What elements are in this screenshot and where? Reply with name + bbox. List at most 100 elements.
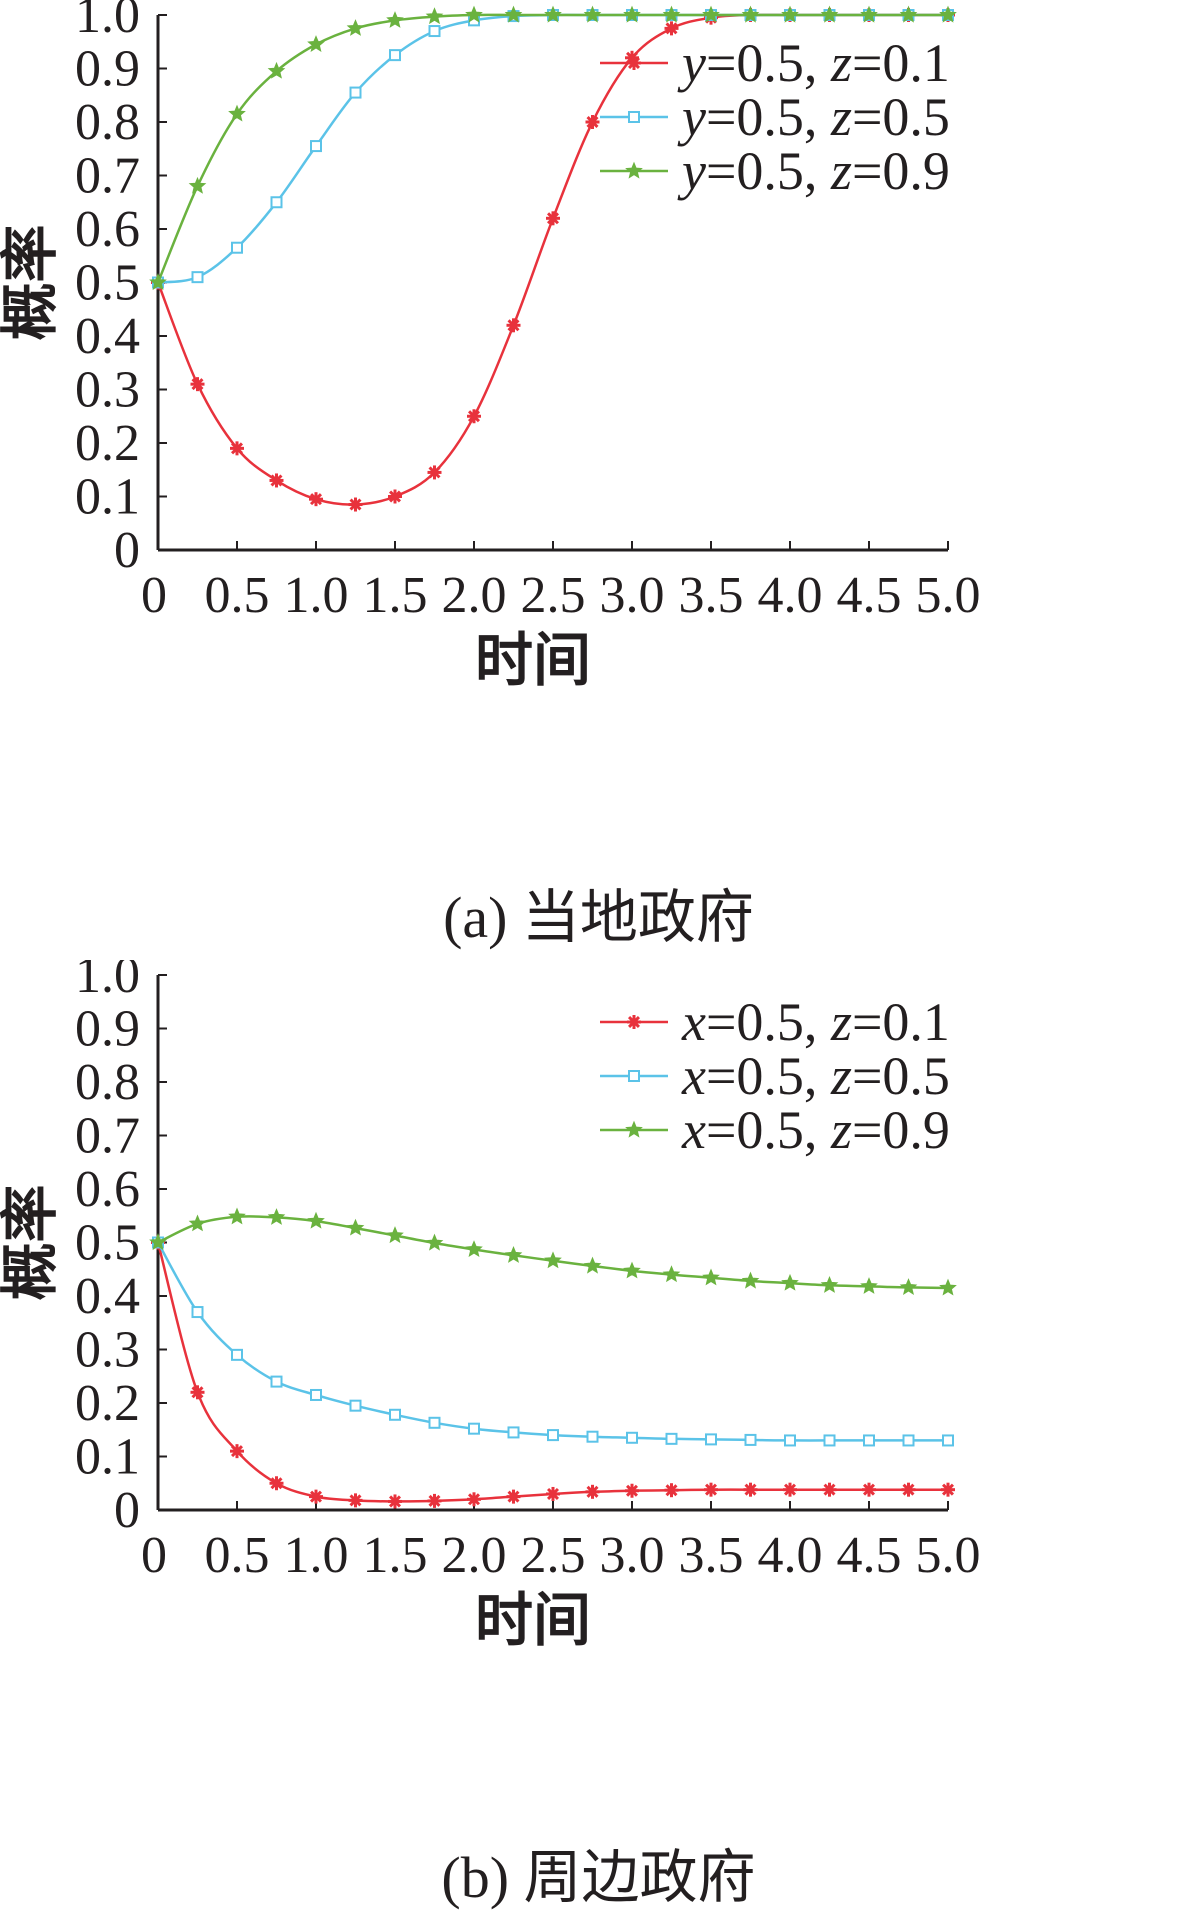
- data-point: [863, 1434, 875, 1447]
- data-point: [348, 497, 363, 512]
- data-point: [269, 1476, 284, 1491]
- data-point: [307, 35, 325, 52]
- y-tick-label: 0.9: [75, 41, 140, 98]
- data-point: [230, 1444, 244, 1459]
- x-tick-label: 4.0: [758, 1527, 823, 1584]
- legend-item-0: y=0.5, z=0.1: [600, 33, 950, 93]
- data-point: [425, 7, 444, 25]
- data-point: [546, 1486, 560, 1501]
- y-tick-label: 0.8: [75, 94, 140, 151]
- y-tick-label: 0.1: [75, 469, 140, 526]
- x-tick-label: 3.0: [600, 1527, 665, 1584]
- data-point: [504, 1245, 523, 1263]
- data-point: [901, 1482, 916, 1497]
- data-point: [190, 1385, 205, 1400]
- series-2: [149, 1207, 957, 1296]
- data-point: [230, 441, 244, 456]
- data-point: [310, 140, 322, 153]
- data-point: [270, 1375, 283, 1388]
- data-point: [191, 1306, 204, 1319]
- y-tick-label: 0.6: [75, 201, 140, 258]
- x-tick-label: 0: [141, 567, 167, 624]
- data-point: [741, 1271, 760, 1289]
- data-point: [269, 473, 284, 488]
- y-tick-label: 0.3: [75, 1322, 140, 1379]
- legend-label: y=0.5, z=0.1: [677, 33, 950, 93]
- legend-swatch-marker: [627, 56, 641, 70]
- y-tick-label: 0.3: [75, 362, 140, 419]
- data-point: [309, 1489, 323, 1504]
- data-point: [188, 1214, 207, 1232]
- data-point: [546, 211, 560, 226]
- data-point: [783, 1482, 797, 1497]
- y-tick-label: 0.5: [75, 255, 140, 312]
- data-point: [623, 5, 641, 23]
- data-point: [465, 1240, 483, 1257]
- data-point: [544, 1251, 562, 1269]
- x-tick-label: 2.5: [521, 567, 586, 624]
- legend-label: x=0.5, z=0.5: [681, 1046, 950, 1106]
- x-tick-label: 3.0: [600, 567, 665, 624]
- y-tick-label: 0.7: [75, 148, 140, 205]
- series-2: [149, 5, 957, 291]
- x-tick-label: 1.0: [284, 567, 349, 624]
- y-tick-label: 0.4: [75, 308, 140, 365]
- data-point: [228, 1207, 246, 1225]
- legend-label: y=0.5, z=0.9: [677, 141, 950, 201]
- data-point: [623, 1261, 641, 1279]
- data-point: [662, 1265, 681, 1283]
- data-point: [427, 1493, 442, 1508]
- data-point: [664, 1483, 679, 1498]
- data-point: [428, 1416, 441, 1429]
- data-point: [586, 1430, 599, 1443]
- chart-a-caption: (a) 当地政府: [443, 885, 754, 950]
- chart-a-svg: 00.10.20.30.40.50.60.70.80.91.00 0.5 1.0 1.…: [0, 0, 981, 693]
- legend-item-1: y=0.5, z=0.5: [600, 87, 950, 147]
- y-tick-label: 0: [114, 522, 140, 579]
- data-point: [741, 5, 760, 23]
- data-point: [784, 1434, 796, 1447]
- legend-label: x=0.5, z=0.9: [681, 1100, 950, 1160]
- data-point: [705, 1433, 717, 1446]
- data-point: [899, 5, 918, 23]
- data-point: [781, 1273, 799, 1291]
- data-point: [939, 5, 957, 23]
- y-tick-label: 1.0: [75, 960, 140, 1004]
- data-point: [389, 49, 401, 62]
- legend-label: x=0.5, z=0.1: [681, 992, 950, 1052]
- data-point: [625, 1483, 639, 1498]
- x-axis-title: 时间: [475, 1588, 591, 1653]
- x-tick-label: 1.5: [363, 567, 428, 624]
- legend-swatch-marker: [625, 1120, 643, 1138]
- y-tick-label: 0.2: [75, 1375, 140, 1432]
- data-point: [662, 5, 681, 23]
- data-point: [349, 86, 362, 99]
- data-point: [583, 5, 602, 23]
- legend-label: y=0.5, z=0.5: [677, 87, 950, 147]
- data-point: [427, 465, 442, 480]
- legend-item-0: x=0.5, z=0.1: [600, 992, 950, 1052]
- data-point: [820, 1275, 839, 1293]
- data-point: [428, 25, 441, 38]
- data-point: [231, 1348, 243, 1361]
- data-point: [504, 5, 523, 23]
- data-point: [743, 1482, 758, 1497]
- y-tick-label: 0: [114, 1482, 140, 1539]
- x-tick-label: 2.0: [442, 567, 507, 624]
- series-1: [152, 1236, 954, 1447]
- data-point: [823, 1434, 836, 1447]
- x-axis-title: 时间: [475, 628, 591, 693]
- data-point: [820, 5, 839, 23]
- data-point: [346, 19, 365, 36]
- y-tick-label: 0.1: [75, 1429, 140, 1486]
- y-tick-label: 0.7: [75, 1108, 140, 1165]
- data-point: [822, 1482, 837, 1497]
- data-point: [664, 21, 679, 36]
- series-0: [151, 1235, 955, 1509]
- data-point: [231, 241, 243, 254]
- x-tick-label: 1.5: [363, 1527, 428, 1584]
- data-point: [860, 1277, 878, 1294]
- data-point: [309, 492, 323, 507]
- data-point: [267, 1208, 286, 1225]
- data-point: [388, 489, 402, 504]
